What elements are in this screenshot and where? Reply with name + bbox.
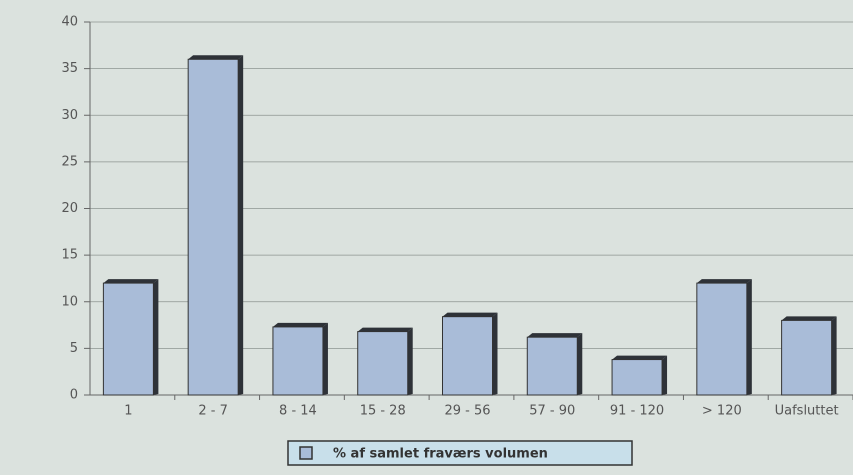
legend-label: % af samlet fraværs volumen — [333, 447, 548, 462]
x-tick-label: 91 - 120 — [610, 404, 664, 419]
y-tick-label: 5 — [70, 341, 78, 356]
x-tick-label: 1 — [124, 404, 132, 419]
bar — [357, 331, 409, 396]
legend-box — [287, 440, 633, 466]
legend: % af samlet fraværs volumen — [287, 440, 633, 466]
bar-side — [831, 316, 837, 395]
bar-top — [612, 355, 668, 360]
bar-side — [492, 312, 498, 395]
legend-swatch — [299, 446, 313, 460]
y-tick-label: 30 — [61, 108, 78, 123]
bar — [526, 336, 578, 396]
bar-side — [407, 327, 413, 395]
y-tick-label: 25 — [61, 154, 78, 169]
bar-top — [442, 312, 498, 317]
bar — [187, 58, 239, 396]
y-tick-label: 40 — [61, 15, 78, 30]
y-tick-label: 10 — [61, 294, 78, 309]
y-tick-label: 15 — [61, 248, 78, 263]
y-tick-label: 0 — [70, 388, 78, 403]
bar-side — [322, 322, 328, 395]
bar — [272, 326, 324, 396]
bar-top — [103, 279, 159, 284]
bar — [102, 282, 154, 396]
x-tick-label: Uafsluttet — [775, 404, 839, 419]
bar-top — [357, 327, 413, 332]
bar-top — [527, 333, 583, 338]
x-tick-label: > 120 — [702, 404, 742, 419]
y-tick-label: 20 — [61, 201, 78, 216]
bar-top — [272, 322, 328, 327]
bar — [442, 316, 493, 396]
bar-side — [662, 355, 668, 395]
bar — [696, 282, 748, 396]
x-tick-label: 29 - 56 — [444, 404, 490, 419]
bar-top — [781, 316, 837, 321]
bar-top — [696, 279, 752, 284]
bar — [611, 359, 663, 396]
bar-side — [238, 55, 244, 396]
x-tick-label: 15 - 28 — [360, 404, 406, 419]
x-tick-label: 8 - 14 — [279, 404, 317, 419]
bar-side — [577, 333, 583, 395]
bar-side — [746, 279, 752, 395]
y-tick-label: 35 — [61, 61, 78, 76]
bar-top — [188, 55, 244, 60]
bar — [781, 319, 833, 396]
bar-side — [153, 279, 159, 395]
x-tick-label: 57 - 90 — [529, 404, 575, 419]
x-tick-label: 2 - 7 — [198, 404, 228, 419]
